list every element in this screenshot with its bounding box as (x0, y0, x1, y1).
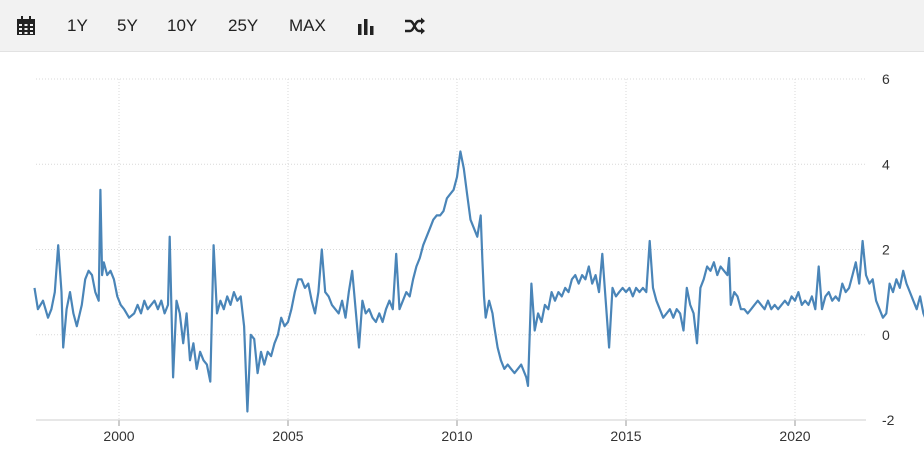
chart-toolbar: 1Y 5Y 10Y 25Y MAX (0, 0, 924, 52)
x-tick-label: 2010 (441, 428, 472, 444)
x-tick-label: 2005 (272, 428, 303, 444)
range-5y-button[interactable]: 5Y (117, 0, 138, 52)
range-25y-button[interactable]: 25Y (228, 0, 258, 52)
x-tick-label: 2020 (779, 428, 810, 444)
y-tick-label: 6 (882, 71, 890, 87)
calendar-icon[interactable] (16, 16, 36, 36)
y-tick-label: 4 (882, 156, 890, 172)
range-max-button[interactable]: MAX (289, 0, 326, 52)
line-chart: 6 4 2 0 -2 2000 2005 2010 2015 2020 (0, 52, 924, 463)
y-tick-label: 2 (882, 242, 890, 258)
bar-chart-icon[interactable] (356, 16, 376, 36)
shuffle-icon[interactable] (404, 16, 424, 36)
y-tick-label: -2 (882, 412, 895, 428)
y-tick-label: 0 (882, 327, 890, 343)
chart-canvas: 6 4 2 0 -2 2000 2005 2010 2015 2020 (0, 52, 924, 463)
range-10y-button[interactable]: 10Y (167, 0, 197, 52)
range-1y-button[interactable]: 1Y (67, 0, 88, 52)
x-tick-label: 2015 (610, 428, 641, 444)
series-line[interactable] (35, 152, 924, 412)
x-tick-label: 2000 (103, 428, 134, 444)
